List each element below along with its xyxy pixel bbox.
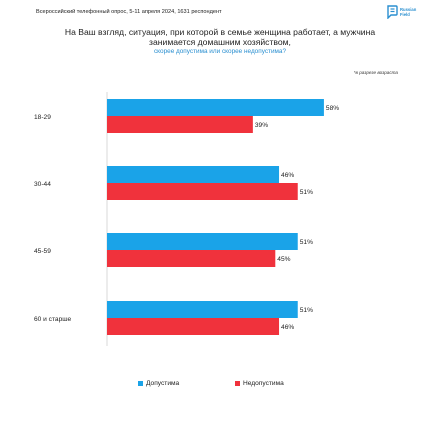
question-text: На Ваш взгляд, ситуация, при которой в с… [64,27,376,48]
bar-unacceptable [107,318,280,335]
bar-value-label: 45% [277,256,290,263]
legend-item-acceptable: Допустима [138,380,179,387]
bar-unacceptable [107,183,298,200]
logo-icon [387,5,398,19]
bar-value-label: 39% [255,122,268,129]
age-breakdown-note: *в разрезе возраста [353,70,398,75]
legend-item-unacceptable: Недопустима [235,380,284,387]
bar-value-label: 51% [300,189,313,196]
legend-label-acceptable: Допустима [146,380,180,387]
bar-unacceptable [107,250,276,267]
question-title: На Ваш взгляд, ситуация, при которой в с… [50,27,390,56]
legend-swatch-acceptable [138,381,143,386]
bar-acceptable [107,166,280,183]
bar-acceptable [107,233,298,250]
bar-value-label: 46% [281,324,294,331]
legend-label-unacceptable: Недопустима [243,380,284,387]
category-label: 18-29 [34,114,51,121]
bar-value-label: 58% [326,105,339,112]
bar-unacceptable [107,116,253,133]
legend-swatch-unacceptable [235,381,240,386]
bar-acceptable [107,301,298,318]
russian-field-logo: Russian Field [386,5,420,21]
category-label: 45-59 [34,248,51,255]
bar-value-label: 51% [300,307,313,314]
logo-text: Russian Field [400,7,417,17]
question-subtext: скорее допустима или скорее недопустима? [153,48,287,56]
survey-info: Всероссийский телефонный опрос, 5-11 апр… [36,9,222,15]
bar-value-label: 51% [300,239,313,246]
bar-acceptable [107,99,324,116]
category-label: 60 и старше [34,316,72,323]
bar-value-label: 46% [281,172,294,179]
category-label: 30-44 [34,181,51,188]
